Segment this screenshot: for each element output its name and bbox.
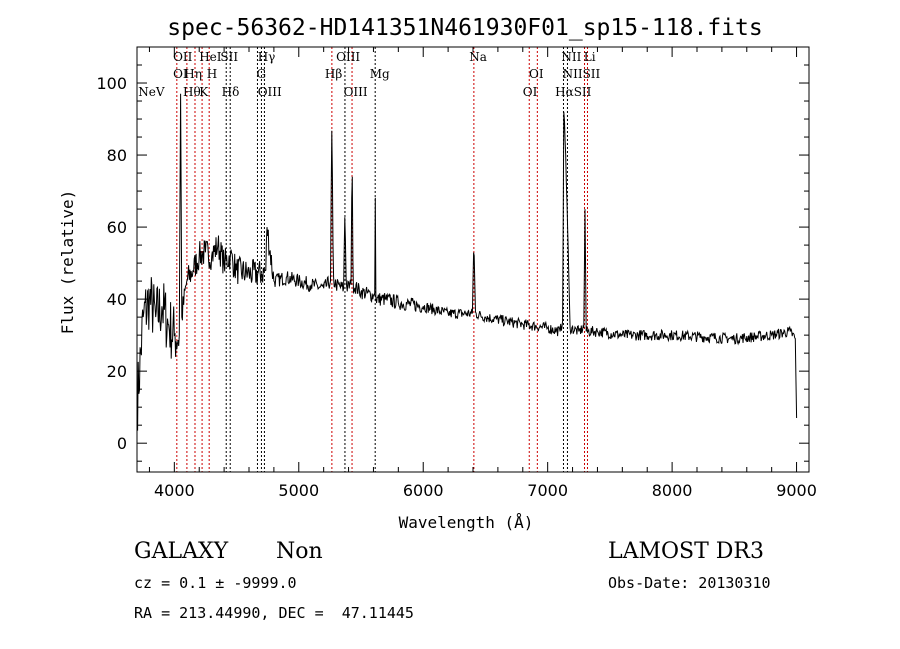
- spectral-line-label: Hθ: [183, 85, 201, 99]
- spectral-line-label: OIII: [336, 50, 360, 64]
- spectral-line-label: OI: [529, 67, 544, 81]
- x-tick-label: 9000: [776, 481, 817, 500]
- spectral-line-label: Li: [584, 50, 596, 64]
- obs-date: Obs-Date: 20130310: [608, 574, 771, 592]
- spectral-line-label: K: [199, 85, 209, 99]
- spectral-line-label: Mg: [370, 67, 390, 81]
- object-class: GALAXY: [134, 539, 229, 564]
- x-tick-label: 5000: [278, 481, 319, 500]
- spectral-line-label: OI: [523, 85, 538, 99]
- x-tick-label: 7000: [527, 481, 568, 500]
- spectral-line-label: G: [256, 67, 266, 81]
- spectral-line-label: HαSII: [555, 85, 592, 99]
- spectral-line-label: NeV: [138, 85, 165, 99]
- spectral-line-label: Hδ: [222, 85, 240, 99]
- spectral-line-label: Hη: [184, 67, 202, 81]
- chart-title: spec-56362-HD141351N461930F01_sp15-118.f…: [167, 15, 762, 41]
- spectral-line-label: NIISII: [563, 67, 601, 81]
- spectral-line-label: SII: [220, 50, 238, 64]
- spectral-line-label: Hγ: [258, 50, 276, 64]
- spectral-line-label: OIII: [258, 85, 282, 99]
- y-tick-label: 40: [107, 290, 127, 309]
- spectral-line-label: OII: [173, 50, 193, 64]
- survey-name: LAMOST DR3: [608, 539, 764, 564]
- object-subclass: Non: [276, 539, 323, 564]
- spectral-line-label: Na: [469, 50, 487, 64]
- y-tick-label: 60: [107, 218, 127, 237]
- spectrum-line: [136, 93, 798, 431]
- coordinates: RA = 213.44990, DEC = 47.11445: [134, 604, 414, 622]
- plot-frame: [136, 46, 810, 473]
- redshift-cz: cz = 0.1 ± -9999.0: [134, 574, 297, 592]
- x-tick-label: 8000: [652, 481, 693, 500]
- y-tick-label: 100: [96, 74, 127, 93]
- x-axis-label: Wavelength (Å): [399, 513, 534, 532]
- y-tick-label: 0: [117, 434, 127, 453]
- x-tick-label: 4000: [154, 481, 195, 500]
- spectral-line-label: H: [207, 67, 217, 81]
- y-tick-label: 20: [107, 362, 127, 381]
- x-tick-label: 6000: [403, 481, 444, 500]
- y-tick-label: 80: [107, 146, 127, 165]
- spectral-line-label: HeI: [199, 50, 222, 64]
- spectral-line-label: Hβ: [325, 67, 342, 81]
- spectral-line-label: OIII: [344, 85, 368, 99]
- spectral-line-label: NII: [561, 50, 581, 64]
- spectral-line-label: OI: [173, 67, 188, 81]
- y-axis-label: Flux (relative): [58, 190, 77, 335]
